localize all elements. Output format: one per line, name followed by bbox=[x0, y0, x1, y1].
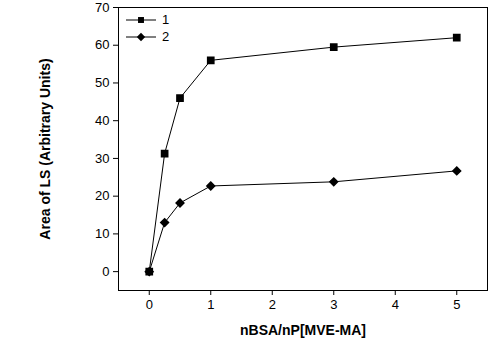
html-text:2: 2 bbox=[162, 29, 170, 44]
svg-text:10: 10 bbox=[95, 226, 109, 241]
svg-text:5: 5 bbox=[453, 297, 460, 312]
svg-text:nBSA/nP[MVE-MA]: nBSA/nP[MVE-MA] bbox=[240, 322, 366, 338]
svg-text:3: 3 bbox=[330, 297, 337, 312]
svg-text:Area of LS (Arbitrary Units): Area of LS (Arbitrary Units) bbox=[37, 58, 53, 239]
svg-text:70: 70 bbox=[95, 0, 109, 15]
svg-text:40: 40 bbox=[95, 113, 109, 128]
svg-text:50: 50 bbox=[95, 75, 109, 90]
svg-text:1: 1 bbox=[207, 297, 214, 312]
svg-text:60: 60 bbox=[95, 37, 109, 52]
svg-text:4: 4 bbox=[392, 297, 399, 312]
svg-text:0: 0 bbox=[146, 297, 153, 312]
svg-text:2: 2 bbox=[269, 297, 276, 312]
html-text:1: 1 bbox=[162, 12, 170, 27]
svg-text:30: 30 bbox=[95, 151, 109, 166]
svg-text:0: 0 bbox=[102, 264, 109, 279]
svg-text:20: 20 bbox=[95, 188, 109, 203]
